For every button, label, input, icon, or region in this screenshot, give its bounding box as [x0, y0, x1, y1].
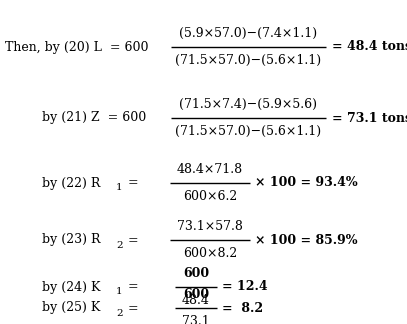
Text: = 48.4 tons: = 48.4 tons	[331, 40, 407, 53]
Text: 48.4×71.8: 48.4×71.8	[177, 163, 243, 176]
Text: 600×6.2: 600×6.2	[183, 190, 237, 203]
Text: by (23) R: by (23) R	[42, 234, 101, 247]
Text: × 100 = 85.9%: × 100 = 85.9%	[255, 234, 357, 247]
Text: by (25) K: by (25) K	[42, 302, 101, 315]
Text: by (22) R: by (22) R	[42, 177, 101, 190]
Text: (5.9×57.0)−(7.4×1.1): (5.9×57.0)−(7.4×1.1)	[179, 27, 317, 40]
Text: 2: 2	[116, 240, 123, 249]
Text: = 12.4: = 12.4	[222, 281, 268, 294]
Text: =: =	[124, 234, 142, 247]
Text: Then, by (20) L  = 600: Then, by (20) L = 600	[5, 40, 149, 53]
Text: 600: 600	[183, 267, 209, 280]
Text: × 100 = 93.4%: × 100 = 93.4%	[255, 177, 358, 190]
Text: by (21) Z  = 600: by (21) Z = 600	[42, 111, 146, 124]
Text: 73.1: 73.1	[182, 315, 210, 324]
Text: =  8.2: = 8.2	[222, 302, 263, 315]
Text: 1: 1	[116, 183, 123, 192]
Text: (71.5×7.4)−(5.9×5.6): (71.5×7.4)−(5.9×5.6)	[179, 98, 317, 111]
Text: =: =	[124, 281, 142, 294]
Text: 600: 600	[183, 288, 209, 301]
Text: 2: 2	[116, 308, 123, 318]
Text: (71.5×57.0)−(5.6×1.1): (71.5×57.0)−(5.6×1.1)	[175, 125, 321, 138]
Text: by (24) K: by (24) K	[42, 281, 101, 294]
Text: = 73.1 tons: = 73.1 tons	[331, 111, 407, 124]
Text: 600×8.2: 600×8.2	[183, 247, 237, 260]
Text: 48.4: 48.4	[182, 294, 210, 307]
Text: =: =	[124, 177, 142, 190]
Text: =: =	[124, 302, 142, 315]
Text: 73.1×57.8: 73.1×57.8	[177, 220, 243, 233]
Text: (71.5×57.0)−(5.6×1.1): (71.5×57.0)−(5.6×1.1)	[175, 54, 321, 67]
Text: 1: 1	[116, 287, 123, 296]
